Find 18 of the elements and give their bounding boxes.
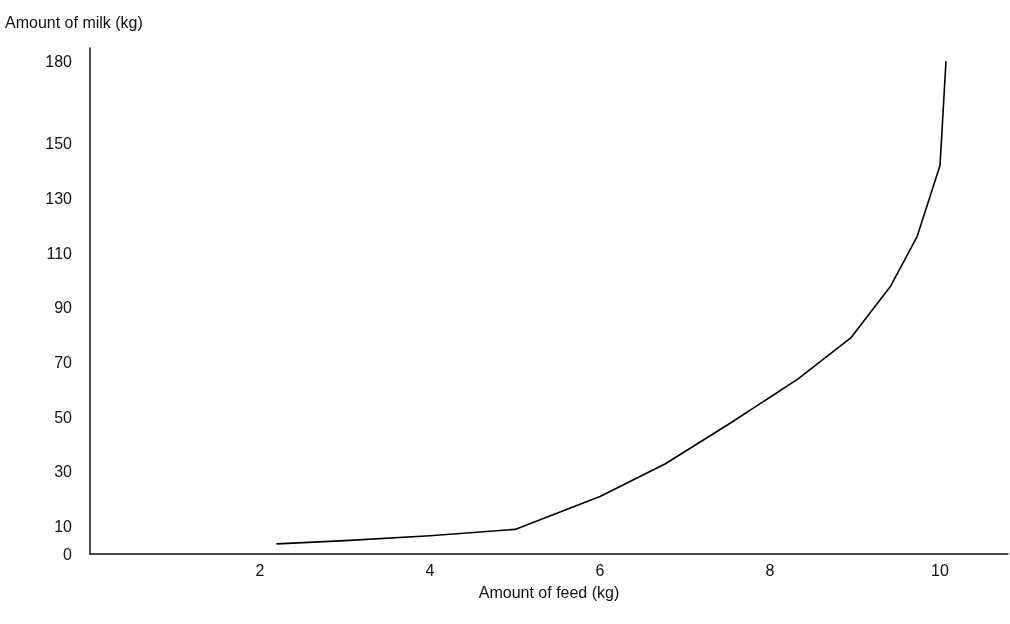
y-axis-title: Amount of milk (kg) — [5, 13, 143, 31]
x-axis-title: Amount of feed (kg) — [478, 583, 620, 601]
y-tick-label: 150 — [45, 135, 73, 153]
y-tick-label: 130 — [45, 189, 73, 207]
y-tick-label: 30 — [54, 463, 73, 481]
x-tick-label: 10 — [931, 561, 949, 579]
x-tick-label: 8 — [765, 561, 775, 579]
x-tick-label: 4 — [425, 561, 435, 579]
x-tick-label: 2 — [255, 561, 265, 579]
y-tick-label: 10 — [54, 518, 73, 536]
y-tick-label: 180 — [45, 53, 73, 71]
x-tick-label: 6 — [595, 561, 605, 579]
line-series — [276, 60, 947, 545]
y-tick-label: 0 — [63, 545, 73, 563]
y-tick-label: 90 — [54, 299, 73, 317]
y-tick-label: 70 — [54, 354, 73, 372]
y-tick-label: 50 — [54, 408, 73, 426]
y-tick-label: 110 — [46, 244, 73, 262]
